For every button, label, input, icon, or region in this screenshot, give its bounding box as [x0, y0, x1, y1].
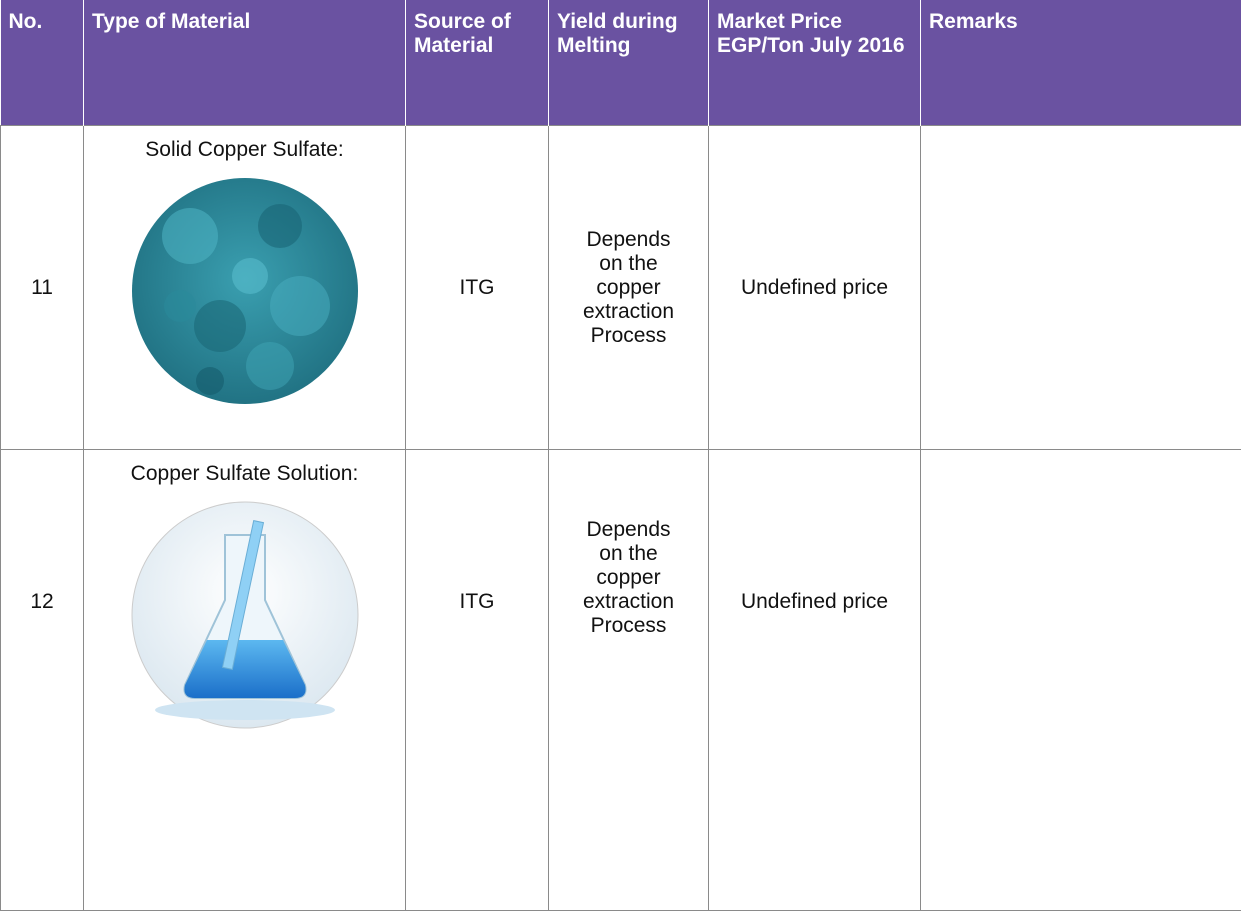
row: 11 Solid Copper Sulfate:: [1, 126, 1241, 450]
yield-text: Depends on the copper extraction Process: [579, 518, 679, 638]
page: {"table": { "headers": ["No.", "Type of …: [0, 0, 1241, 731]
source-cell: ITG: [406, 450, 549, 911]
header-cell: Market Price EGP/Ton July 2016: [709, 0, 921, 126]
copper-sulfate-image: [130, 176, 360, 406]
remarks-cell: [921, 450, 1241, 911]
header-row: No. Type of Material Source of Material …: [1, 0, 1241, 126]
copper-sulfate-solution-image: [130, 500, 360, 730]
header-cell: Yield during Melting: [549, 0, 709, 126]
yield-cell: Depends on the copper extraction Process: [549, 450, 709, 911]
price-cell: Undefined price: [709, 126, 921, 450]
materials-table: No. Type of Material Source of Material …: [0, 0, 1241, 911]
material-name: Solid Copper Sulfate:: [88, 138, 401, 162]
header-cell: Type of Material: [84, 0, 406, 126]
header-cell: No.: [1, 0, 84, 126]
header-cell: Remarks: [921, 0, 1241, 126]
price-cell: Undefined price: [709, 450, 921, 911]
material-cell: Solid Copper Sulfate:: [84, 126, 406, 450]
remarks-cell: [921, 126, 1241, 450]
header-cell: Source of Material: [406, 0, 549, 126]
material-cell: Copper Sulfate Solution:: [84, 450, 406, 911]
row-number: 12: [1, 450, 84, 911]
row: 12 Copper Sulfate Solution: ITG Depends …: [1, 450, 1241, 911]
material-name: Copper Sulfate Solution:: [88, 462, 401, 486]
yield-text: Depends on the copper extraction Process: [579, 228, 679, 348]
yield-cell: Depends on the copper extraction Process: [549, 126, 709, 450]
source-cell: ITG: [406, 126, 549, 450]
row-number: 11: [1, 126, 84, 450]
